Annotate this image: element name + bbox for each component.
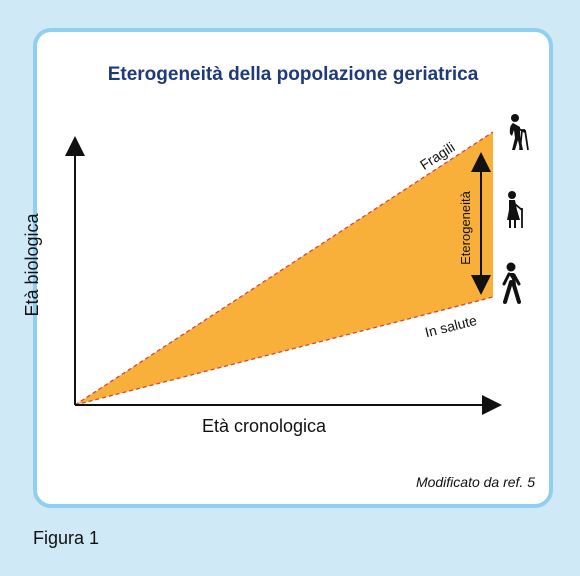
fragile-line (74, 131, 494, 406)
y-axis-label: Età biologica (22, 212, 42, 316)
cane-elder-icon (507, 191, 523, 228)
walking-person-icon (502, 262, 521, 304)
healthy-line (74, 296, 494, 406)
range-label: Eterogeneità (458, 190, 473, 264)
source-note: Modificato da ref. 5 (415, 474, 535, 490)
walker-elder-icon (509, 114, 529, 151)
healthy-label: In salute (423, 312, 478, 340)
x-axis-label: Età cronologica (202, 416, 327, 436)
figure-number: Figura 1 (33, 528, 100, 548)
figure-title: Eterogeneità della popolazione geriatric… (107, 64, 479, 85)
